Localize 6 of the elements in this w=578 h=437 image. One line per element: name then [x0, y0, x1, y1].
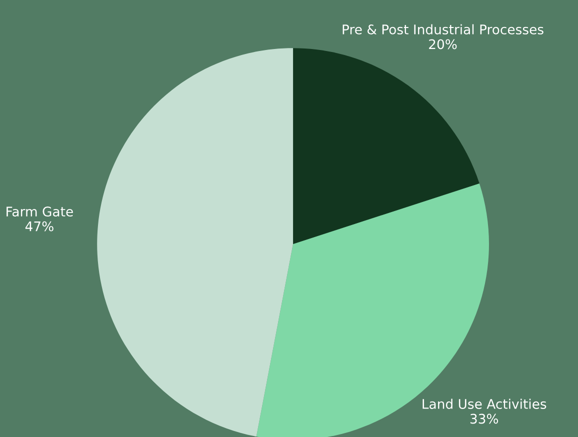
slice-label: Land Use Activities	[422, 398, 546, 409]
data-label: 20%	[429, 39, 457, 50]
slice-label: Farm Gate	[6, 206, 73, 217]
slice-label: Pre & Post Industrial Processes	[342, 24, 544, 34]
data-label: 33%	[470, 414, 498, 424]
data-label: 47%	[25, 221, 54, 232]
